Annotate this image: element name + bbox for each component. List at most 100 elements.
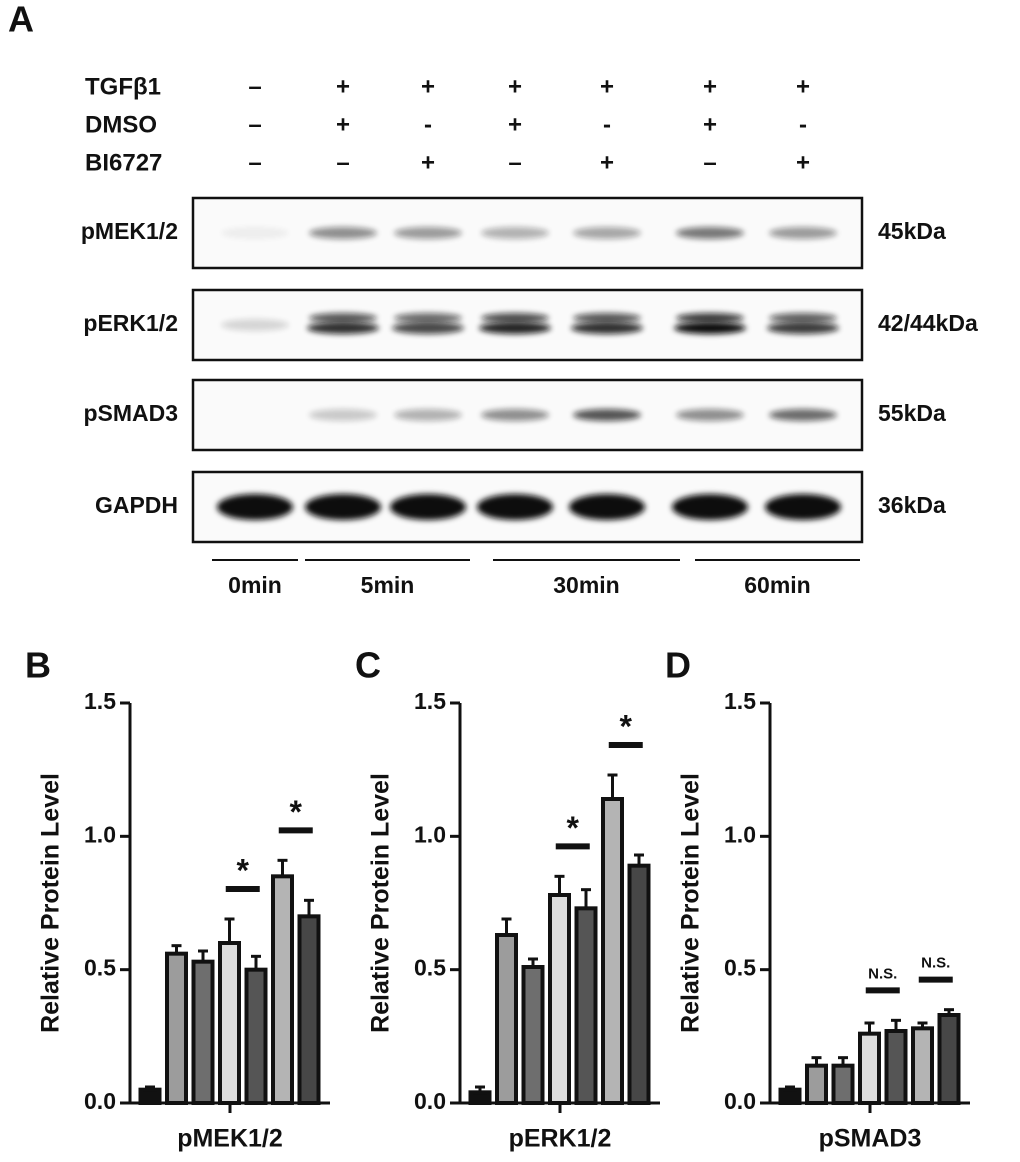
time-label: 60min	[744, 572, 810, 598]
bar	[468, 1090, 492, 1106]
bar	[495, 933, 518, 1105]
y-axis-title: Relative Protein Level	[37, 773, 65, 1033]
y-tick-label: 0.0	[84, 1088, 116, 1114]
band	[481, 227, 549, 239]
panel-label: D	[665, 645, 691, 686]
band-name: pSMAD3	[83, 400, 178, 426]
band	[217, 494, 293, 520]
band	[769, 313, 837, 323]
band-size: 45kDa	[878, 218, 946, 244]
bar	[601, 797, 624, 1105]
band	[769, 409, 837, 421]
significance-label: *	[620, 708, 633, 744]
bar	[521, 965, 545, 1105]
treatment-mark: –	[336, 149, 349, 176]
treatment-label: BI6727	[85, 149, 162, 176]
band	[573, 227, 641, 239]
band	[769, 227, 837, 239]
band	[307, 322, 379, 334]
x-axis-title: pERK1/2	[509, 1125, 612, 1153]
y-tick-label: 0.0	[724, 1088, 756, 1114]
treatment-mark: –	[508, 149, 521, 176]
time-label: 5min	[361, 572, 415, 598]
treatment-mark: -	[424, 111, 432, 138]
bar	[297, 914, 321, 1105]
y-axis-title: Relative Protein Level	[677, 773, 705, 1033]
treatment-mark: –	[248, 73, 261, 100]
band	[394, 313, 462, 323]
significance-label: *	[567, 810, 580, 846]
y-tick-label: 1.5	[414, 688, 446, 714]
time-label: 0min	[228, 572, 282, 598]
band	[394, 409, 462, 421]
band	[481, 409, 549, 421]
treatment-mark: -	[603, 111, 611, 138]
treatment-mark: -	[799, 111, 807, 138]
band-name: pERK1/2	[83, 310, 178, 336]
band	[394, 227, 462, 239]
bar	[884, 1029, 908, 1105]
treatment-mark: +	[421, 149, 435, 176]
treatment-mark: +	[336, 73, 350, 100]
y-tick-label: 1.5	[84, 688, 116, 714]
x-axis-title: pMEK1/2	[177, 1125, 283, 1153]
band	[481, 313, 549, 323]
treatment-mark: +	[796, 73, 810, 100]
band-size: 55kDa	[878, 400, 946, 426]
band	[573, 313, 641, 323]
bar	[831, 1063, 855, 1105]
treatment-mark: –	[248, 111, 261, 138]
band	[392, 322, 464, 334]
band	[767, 322, 839, 334]
y-tick-label: 0.5	[724, 955, 756, 981]
treatment-mark: +	[796, 149, 810, 176]
bar	[858, 1031, 881, 1105]
treatment-mark: +	[421, 73, 435, 100]
bar	[574, 906, 598, 1105]
treatment-mark: +	[600, 149, 614, 176]
band	[479, 322, 551, 334]
band	[765, 494, 841, 520]
bar	[191, 959, 215, 1106]
time-label: 30min	[553, 572, 619, 598]
bar	[805, 1063, 828, 1105]
y-tick-label: 1.0	[414, 821, 446, 847]
bar	[548, 893, 571, 1105]
band-name: GAPDH	[95, 492, 178, 518]
bar	[218, 941, 241, 1105]
band	[569, 494, 645, 520]
band	[309, 313, 377, 323]
band	[573, 409, 641, 421]
band	[309, 409, 377, 421]
bar	[271, 874, 294, 1105]
y-axis-title: Relative Protein Level	[367, 773, 395, 1033]
bar	[138, 1087, 162, 1105]
band	[676, 313, 744, 323]
x-axis-title: pSMAD3	[819, 1125, 922, 1153]
treatment-label: TGFβ1	[85, 73, 161, 100]
significance-label: N.S.	[921, 955, 950, 972]
y-tick-label: 1.0	[84, 821, 116, 847]
band	[305, 494, 381, 520]
y-tick-label: 1.5	[724, 688, 756, 714]
bar	[778, 1087, 802, 1105]
treatment-mark: +	[703, 111, 717, 138]
panel-label: C	[355, 645, 381, 686]
band	[390, 494, 466, 520]
band	[477, 494, 553, 520]
significance-label: N.S.	[868, 965, 897, 982]
treatment-mark: –	[248, 149, 261, 176]
bar	[627, 863, 651, 1106]
panel-label: B	[25, 645, 51, 686]
y-tick-label: 1.0	[724, 821, 756, 847]
panel-label: A	[8, 0, 34, 40]
band	[676, 409, 744, 421]
y-tick-label: 0.0	[414, 1088, 446, 1114]
band-size: 42/44kDa	[878, 310, 978, 336]
y-tick-label: 0.5	[414, 955, 446, 981]
bar	[937, 1013, 961, 1105]
treatment-mark: +	[508, 111, 522, 138]
treatment-mark: +	[508, 73, 522, 100]
band	[672, 494, 748, 520]
